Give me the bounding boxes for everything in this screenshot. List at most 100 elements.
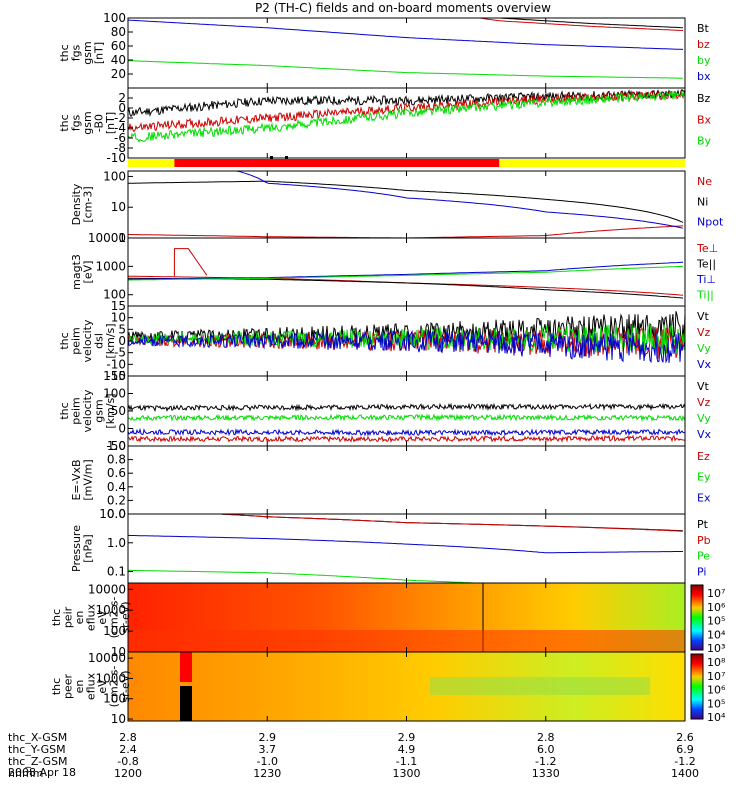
x-axis-row-label: thc_Y-GSM xyxy=(8,743,66,756)
panel-frame xyxy=(127,17,686,89)
legend-pe: Pe xyxy=(697,550,710,563)
legend-by: By xyxy=(697,135,712,148)
y-axis-label: thc xyxy=(50,678,63,695)
mode-bar-segment xyxy=(128,159,175,167)
series-npot-line xyxy=(220,170,683,229)
legend-bx: bx xyxy=(697,70,711,83)
x-axis-row-label: hhmm xyxy=(8,767,43,780)
y-axis-label: gsm xyxy=(93,399,106,422)
x-axis-value: 6.9 xyxy=(676,743,694,756)
y-axis-label: E=-VxB xyxy=(70,459,83,500)
y-axis-label: [km/s] xyxy=(104,323,117,358)
spectrogram-green-band xyxy=(430,677,650,695)
date-label: 2008 Apr 18 xyxy=(8,766,76,779)
y-tick-label: 10 xyxy=(111,645,126,659)
x-axis-value: 2.6 xyxy=(676,731,694,744)
x-axis-value: 4.9 xyxy=(398,743,416,756)
plot-title: P2 (TH-C) fields and on-board moments ov… xyxy=(255,1,551,15)
y-axis-label: [nPa] xyxy=(82,534,95,562)
y-tick-label: 10 xyxy=(111,311,126,325)
y-tick-label: 5 xyxy=(118,322,126,336)
y-axis-label: peim xyxy=(70,397,83,425)
series-vx-line xyxy=(127,427,686,437)
y-axis-label: eflux xyxy=(85,672,98,700)
colorbar xyxy=(690,584,704,651)
colorbar-tick-label: 10⁴ xyxy=(707,628,726,641)
y-axis-label: gsm xyxy=(81,41,94,64)
y-axis-label: [cm-3] xyxy=(82,186,95,222)
y-tick-label: 10 xyxy=(111,200,126,214)
legend-vy: Vy xyxy=(697,342,711,355)
y-axis-label: (cm2-s- xyxy=(108,597,121,639)
series-ti-line xyxy=(127,261,684,280)
y-axis-label: peim xyxy=(70,327,83,355)
legend-pt: Pt xyxy=(697,518,709,531)
y-axis-label: thc xyxy=(58,44,71,61)
legend-ey: Ey xyxy=(697,471,711,484)
panel-efield: 1.00.80.60.40.20.0 E=-VxB[mV/m] Ez Ey Ex xyxy=(70,439,711,521)
series-ni-line xyxy=(127,180,684,223)
x-axis-row-label: thc_Z-GSM xyxy=(8,755,68,768)
series-teperp-spike xyxy=(173,248,208,277)
y-tick-label: 10000 xyxy=(88,231,126,245)
panel-density: 100 10 1 Density[cm-3] Ne Ni Npot xyxy=(70,169,724,245)
legend-ez: Ez xyxy=(697,450,710,463)
y-axis-label: gsm xyxy=(81,111,94,134)
series-by-line xyxy=(127,90,686,143)
y-tick-label: 80 xyxy=(111,25,126,39)
x-axis-value: 2.9 xyxy=(259,731,277,744)
y-axis-label: [eV] xyxy=(82,261,95,284)
series-te-line xyxy=(128,277,684,299)
panel-frame xyxy=(127,237,686,307)
series-bx-line xyxy=(127,89,686,133)
series-ti-line xyxy=(128,265,684,281)
mode-bar-segment xyxy=(174,159,500,167)
y-axis-label: en xyxy=(73,611,86,625)
y-tick-label: 100 xyxy=(103,11,126,25)
legend-npot: Npot xyxy=(697,216,724,229)
series-by-line xyxy=(127,60,684,79)
x-axis-value: -1.2 xyxy=(674,755,695,768)
colorbar-tick-label: 10⁷ xyxy=(707,587,725,600)
series-vt-line xyxy=(127,311,686,346)
legend-vz: Vz xyxy=(697,326,711,339)
y-tick-label: 0.2 xyxy=(107,493,126,507)
y-tick-label: 10000 xyxy=(88,582,126,596)
colorbar-tick-label: 10³ xyxy=(707,642,725,655)
y-tick-label: -10 xyxy=(106,151,126,165)
y-axis-label: eV xyxy=(96,610,109,625)
y-tick-label: -8 xyxy=(114,141,126,155)
y-tick-label: 0 xyxy=(118,334,126,348)
series-pb-line xyxy=(220,513,683,532)
legend-ne: Ne xyxy=(697,175,712,188)
x-axis-value: 3.7 xyxy=(259,743,277,756)
y-tick-label: -5 xyxy=(114,346,126,360)
x-axis-value: 2.9 xyxy=(398,731,416,744)
y-axis-label: Density xyxy=(70,183,83,225)
series-ne-line xyxy=(128,225,684,239)
y-tick-label: 2 xyxy=(118,91,126,105)
series-bx-line xyxy=(127,19,684,50)
x-axis-value: 2.4 xyxy=(119,743,137,756)
series-pi-line xyxy=(127,534,683,554)
y-axis-label: (cm2-s- xyxy=(108,666,121,708)
y-axis-label: velocity xyxy=(81,319,94,362)
series-vx-line xyxy=(127,329,686,364)
x-axis-value: 6.0 xyxy=(537,743,555,756)
legend-pi: Pi xyxy=(697,565,706,578)
series-vy-line xyxy=(127,413,686,422)
y-tick-label: 100 xyxy=(103,387,126,401)
y-axis-label: [nT] xyxy=(93,42,106,64)
legend-te: Te⊥ xyxy=(696,242,718,255)
y-axis-label: thc xyxy=(58,402,71,419)
y-tick-label: 1 xyxy=(118,231,126,245)
legend-ni: Ni xyxy=(697,195,708,208)
colorbar-tick-label: 10⁷ xyxy=(707,670,725,683)
y-tick-label: -10 xyxy=(106,357,126,371)
